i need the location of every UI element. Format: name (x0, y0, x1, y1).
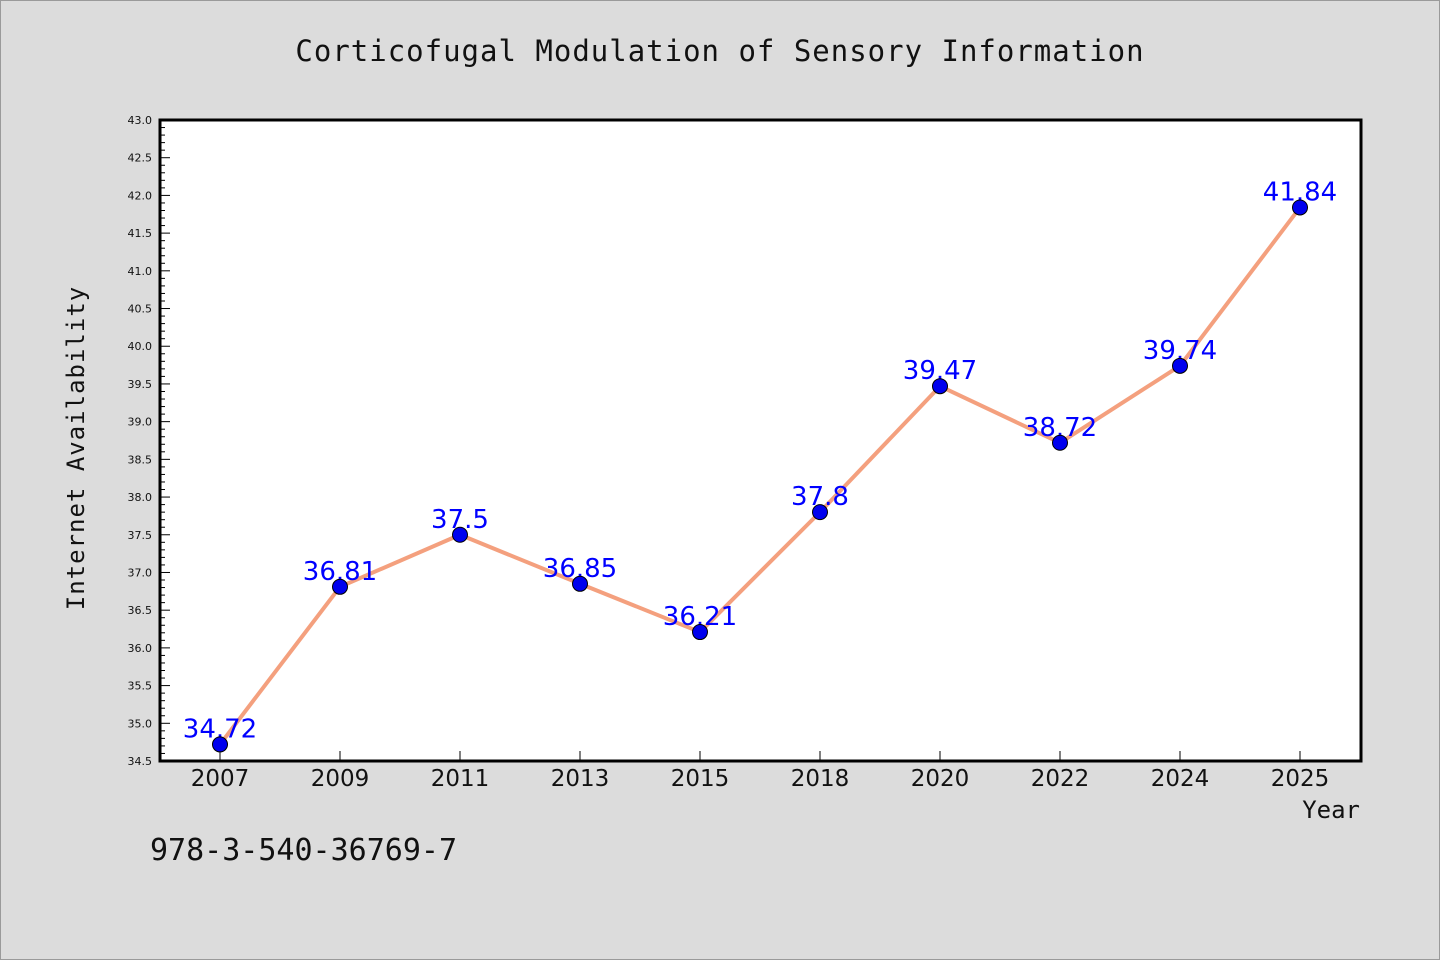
y-tick-label: 36.0 (128, 642, 153, 655)
x-tick-label: 2020 (911, 766, 970, 792)
x-tick-label: 2024 (1151, 766, 1210, 792)
y-tick-label: 43.0 (128, 114, 153, 127)
data-point (692, 624, 708, 641)
data-point (452, 526, 468, 543)
y-tick-label: 41.0 (128, 265, 153, 278)
x-tick-label: 2018 (791, 766, 850, 792)
x-tick-label: 2009 (311, 766, 370, 792)
y-tick-label: 39.5 (128, 378, 153, 391)
x-tick-label: 2015 (671, 766, 730, 792)
x-tick-label: 2007 (191, 766, 250, 792)
y-tick-label: 42.5 (128, 152, 153, 165)
x-tick-label: 2013 (551, 766, 610, 792)
y-tick-label: 42.0 (128, 189, 153, 202)
x-axis-label: Year (1302, 796, 1360, 824)
y-tick-label: 37.0 (128, 566, 153, 579)
y-tick-label: 38.5 (128, 453, 153, 466)
plot-area (158, 118, 1363, 763)
data-point (1292, 199, 1308, 216)
chart-title: Corticofugal Modulation of Sensory Infor… (295, 34, 1145, 68)
y-tick-label: 41.5 (128, 227, 153, 240)
y-tick-label: 34.5 (128, 755, 153, 768)
y-tick-label: 39.0 (128, 416, 153, 429)
y-tick-label: 37.5 (128, 529, 153, 542)
data-point (332, 578, 348, 595)
y-tick-label: 38.0 (128, 491, 153, 504)
y-tick-label: 40.0 (128, 340, 153, 353)
series-line (218, 206, 1302, 746)
x-tick-label: 2011 (431, 766, 490, 792)
y-tick-label: 36.5 (128, 604, 153, 617)
isbn-text: 978-3-540-36769-7 (150, 833, 458, 868)
y-tick-label: 40.5 (128, 303, 153, 316)
data-point (812, 504, 828, 521)
x-tick-label: 2025 (1271, 766, 1330, 792)
data-point (932, 378, 948, 395)
x-tick-label: 2022 (1031, 766, 1090, 792)
y-tick-label: 35.5 (128, 680, 153, 693)
data-point (212, 736, 228, 753)
data-point (1172, 357, 1188, 374)
data-point (1052, 434, 1068, 451)
data-point (572, 575, 588, 592)
y-tick-label: 35.0 (128, 717, 153, 730)
